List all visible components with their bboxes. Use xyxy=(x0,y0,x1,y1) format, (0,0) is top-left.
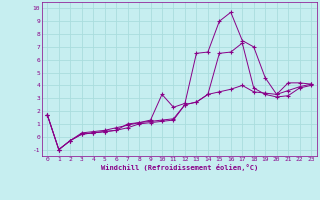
X-axis label: Windchill (Refroidissement éolien,°C): Windchill (Refroidissement éolien,°C) xyxy=(100,164,258,171)
